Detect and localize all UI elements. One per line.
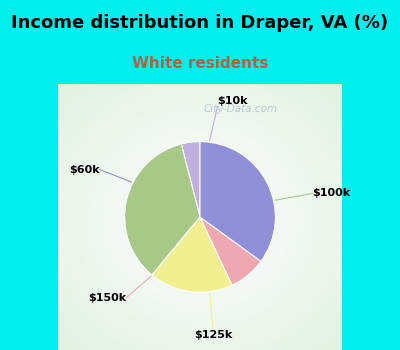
Wedge shape: [200, 142, 275, 261]
Text: White residents: White residents: [132, 56, 268, 71]
Text: $150k: $150k: [88, 293, 126, 303]
Wedge shape: [125, 144, 200, 275]
Wedge shape: [200, 217, 261, 285]
Text: Income distribution in Draper, VA (%): Income distribution in Draper, VA (%): [12, 14, 388, 32]
Text: City-Data.com: City-Data.com: [204, 104, 278, 113]
Wedge shape: [181, 142, 200, 217]
Text: $60k: $60k: [69, 164, 100, 175]
Text: $100k: $100k: [313, 188, 351, 198]
Text: $125k: $125k: [194, 330, 232, 340]
Text: $10k: $10k: [218, 96, 248, 106]
Wedge shape: [152, 217, 232, 292]
